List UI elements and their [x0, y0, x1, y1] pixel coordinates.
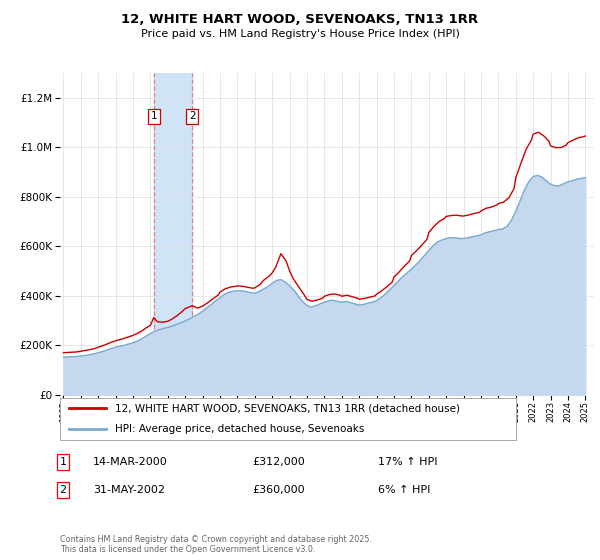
Text: HPI: Average price, detached house, Sevenoaks: HPI: Average price, detached house, Seve… [115, 424, 364, 434]
Text: 12, WHITE HART WOOD, SEVENOAKS, TN13 1RR: 12, WHITE HART WOOD, SEVENOAKS, TN13 1RR [121, 13, 479, 26]
Text: 6% ↑ HPI: 6% ↑ HPI [378, 485, 430, 495]
Text: £360,000: £360,000 [252, 485, 305, 495]
Text: Price paid vs. HM Land Registry's House Price Index (HPI): Price paid vs. HM Land Registry's House … [140, 29, 460, 39]
Text: 31-MAY-2002: 31-MAY-2002 [93, 485, 165, 495]
Text: 17% ↑ HPI: 17% ↑ HPI [378, 457, 437, 467]
Text: 14-MAR-2000: 14-MAR-2000 [93, 457, 168, 467]
Bar [154, 73, 193, 395]
Text: 12, WHITE HART WOOD, SEVENOAKS, TN13 1RR (detached house): 12, WHITE HART WOOD, SEVENOAKS, TN13 1RR… [115, 403, 460, 413]
Text: 2: 2 [59, 485, 67, 495]
Text: Contains HM Land Registry data © Crown copyright and database right 2025.
This d: Contains HM Land Registry data © Crown c… [60, 535, 372, 554]
Text: 1: 1 [151, 111, 157, 122]
Text: 1: 1 [59, 457, 67, 467]
Text: £312,000: £312,000 [252, 457, 305, 467]
Text: 2: 2 [189, 111, 196, 122]
